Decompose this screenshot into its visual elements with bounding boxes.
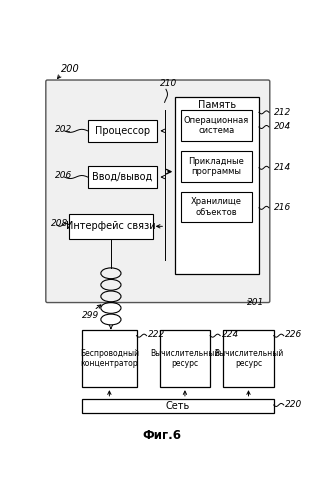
Text: 226: 226 [285,330,302,338]
Bar [223,330,274,387]
Text: Интерфейс связи: Интерфейс связи [66,222,156,232]
Bar [82,330,137,387]
Bar [88,166,158,188]
Bar [160,330,210,387]
Bar [175,97,259,274]
Text: 214: 214 [274,164,291,172]
Bar [181,192,252,222]
FancyBboxPatch shape [46,80,270,302]
Text: Сеть: Сеть [166,400,190,410]
Text: Процессор: Процессор [95,126,150,136]
Text: Операционная
система: Операционная система [184,116,249,135]
Text: 210: 210 [160,78,177,88]
Text: Хранилище
объектов: Хранилище объектов [191,198,242,217]
Text: 202: 202 [55,125,72,134]
Text: 222: 222 [148,330,165,338]
Text: 224: 224 [222,330,239,338]
Text: 212: 212 [274,108,291,117]
Text: 201: 201 [247,298,265,307]
Text: 220: 220 [285,400,302,408]
Text: 206: 206 [55,171,72,180]
Text: Фиг.6: Фиг.6 [143,430,182,442]
Text: Вычислительный
ресурс: Вычислительный ресурс [150,348,220,368]
Text: 216: 216 [274,204,291,212]
Text: Память: Память [198,100,236,110]
Bar [69,214,153,238]
Text: Прикладные
программы: Прикладные программы [188,156,244,176]
Bar [88,120,158,142]
Text: 204: 204 [274,122,291,132]
Bar [181,110,252,141]
Text: Вычислительный
ресурс: Вычислительный ресурс [214,348,283,368]
Text: 200: 200 [61,64,80,74]
Text: Беспроводный
концентратор: Беспроводный концентратор [80,348,139,368]
Text: 208: 208 [50,218,68,228]
Text: Ввод/вывод: Ввод/вывод [93,172,153,182]
Bar [82,399,274,412]
Text: 299: 299 [82,311,100,320]
Bar [181,151,252,182]
